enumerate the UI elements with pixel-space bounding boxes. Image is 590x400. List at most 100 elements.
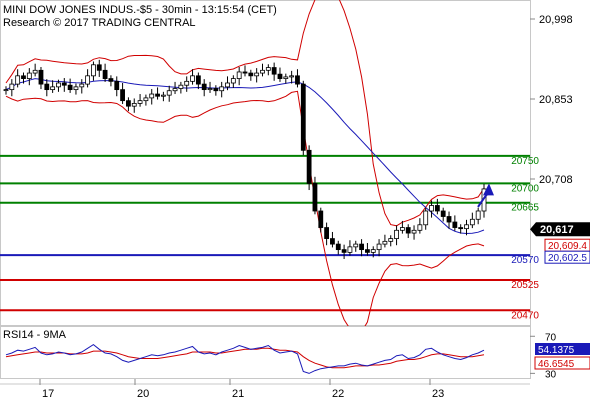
candle-body: [79, 83, 85, 88]
candle-body: [370, 249, 376, 253]
arrow-head: [483, 183, 494, 196]
rsi-axis: 30 70 54.1375 46.6545: [530, 332, 590, 380]
support-resistance-lines: [0, 154, 530, 312]
candle-body: [452, 221, 458, 228]
candle-body: [295, 75, 300, 85]
level-label: 20470: [511, 310, 539, 321]
candle-body: [190, 75, 195, 82]
candle-body: [195, 75, 201, 85]
time-tick-label: 20: [137, 388, 149, 400]
candle-body: [330, 238, 335, 245]
rsi-line: [5, 343, 485, 374]
candle-body: [15, 75, 21, 85]
candle-body: [131, 103, 137, 107]
candle-body: [85, 75, 91, 85]
candle-body: [26, 72, 32, 79]
time-tick-label: 23: [432, 388, 444, 400]
candle-body: [300, 83, 306, 151]
rsi-title: RSI14 - 9MA: [3, 329, 67, 341]
candle-body: [376, 243, 382, 251]
price-candles: [3, 59, 487, 259]
last-price-flag: [530, 222, 590, 237]
ma-value-label: 46.6545: [538, 359, 575, 370]
level-label: 20750: [511, 156, 539, 167]
candle-body: [172, 88, 178, 92]
candle-body: [67, 84, 73, 91]
candle-body: [306, 149, 312, 184]
band-value-label: 20,609.4: [548, 241, 587, 252]
candle-body: [120, 89, 125, 102]
candle-body: [324, 227, 330, 239]
candle-body: [440, 210, 446, 217]
time-tick-label: 22: [332, 388, 344, 400]
price-tick-label: 20,853: [539, 94, 573, 106]
candle-body: [38, 69, 44, 85]
candle-body: [137, 100, 143, 104]
candle-body: [32, 69, 38, 74]
rsi-tick-label: 30: [545, 369, 557, 380]
candle-body: [423, 210, 429, 226]
candle-body: [254, 72, 260, 77]
candle-body: [411, 229, 417, 234]
candle-body: [230, 78, 236, 84]
candle-body: [236, 71, 242, 79]
candle-body: [394, 229, 399, 239]
candle-body: [160, 94, 166, 97]
candle-body: [382, 240, 388, 245]
candle-body: [213, 88, 219, 92]
candle-body: [248, 72, 254, 77]
time-axis: 17 20 21 22 23: [0, 379, 530, 400]
candle-body: [207, 88, 213, 91]
candle-body: [50, 86, 56, 91]
candle-body: [429, 205, 434, 212]
candle-body: [143, 97, 149, 102]
candle-body: [318, 210, 324, 228]
level-label: 20700: [511, 183, 539, 194]
candle-body: [265, 67, 271, 71]
rsi-tick-label: 70: [545, 332, 557, 343]
candle-body: [469, 218, 475, 226]
candle-body: [108, 78, 114, 82]
candle-body: [458, 227, 464, 230]
price-axis: 20,708 20,853 20,998 20,617 20,609.420,602.5: [530, 14, 590, 264]
candle-body: [277, 73, 283, 79]
price-tick-label: 20,998: [539, 14, 573, 26]
level-label: 20570: [511, 255, 539, 266]
rsi-ma-line: [5, 347, 485, 369]
candle-body: [178, 84, 184, 89]
candle-body: [475, 210, 481, 220]
candle-body: [359, 243, 364, 251]
candle-body: [353, 243, 359, 248]
band-value-box: [544, 250, 590, 264]
candle-body: [312, 183, 318, 212]
candle-body: [219, 86, 225, 92]
target-arrow: [477, 183, 494, 208]
candle-body: [96, 64, 102, 71]
candle-body: [242, 71, 248, 74]
candle-body: [166, 90, 172, 96]
candle-body: [9, 83, 15, 91]
band-value-label: 20,602.5: [548, 253, 587, 264]
candle-body: [347, 246, 353, 253]
candle-body: [365, 249, 370, 253]
candle-body: [201, 83, 207, 91]
rsi-indicator: [5, 343, 485, 374]
candle-body: [464, 224, 469, 230]
time-tick-label: 21: [232, 388, 244, 400]
level-label: 20665: [511, 203, 539, 214]
candle-body: [73, 86, 79, 91]
candle-body: [155, 93, 160, 97]
candle-body: [91, 64, 96, 77]
candle-body: [271, 67, 277, 75]
candle-body: [399, 227, 405, 231]
ma-value-box: [534, 356, 590, 370]
level-label: 20525: [511, 280, 539, 291]
lower-band: [5, 90, 485, 334]
candle-body: [3, 89, 9, 92]
candle-body: [434, 205, 440, 212]
time-tick-label: 17: [42, 388, 54, 400]
candle-body: [56, 82, 61, 88]
last-price-label: 20,617: [540, 224, 574, 236]
rsi-value-box: [535, 343, 590, 355]
